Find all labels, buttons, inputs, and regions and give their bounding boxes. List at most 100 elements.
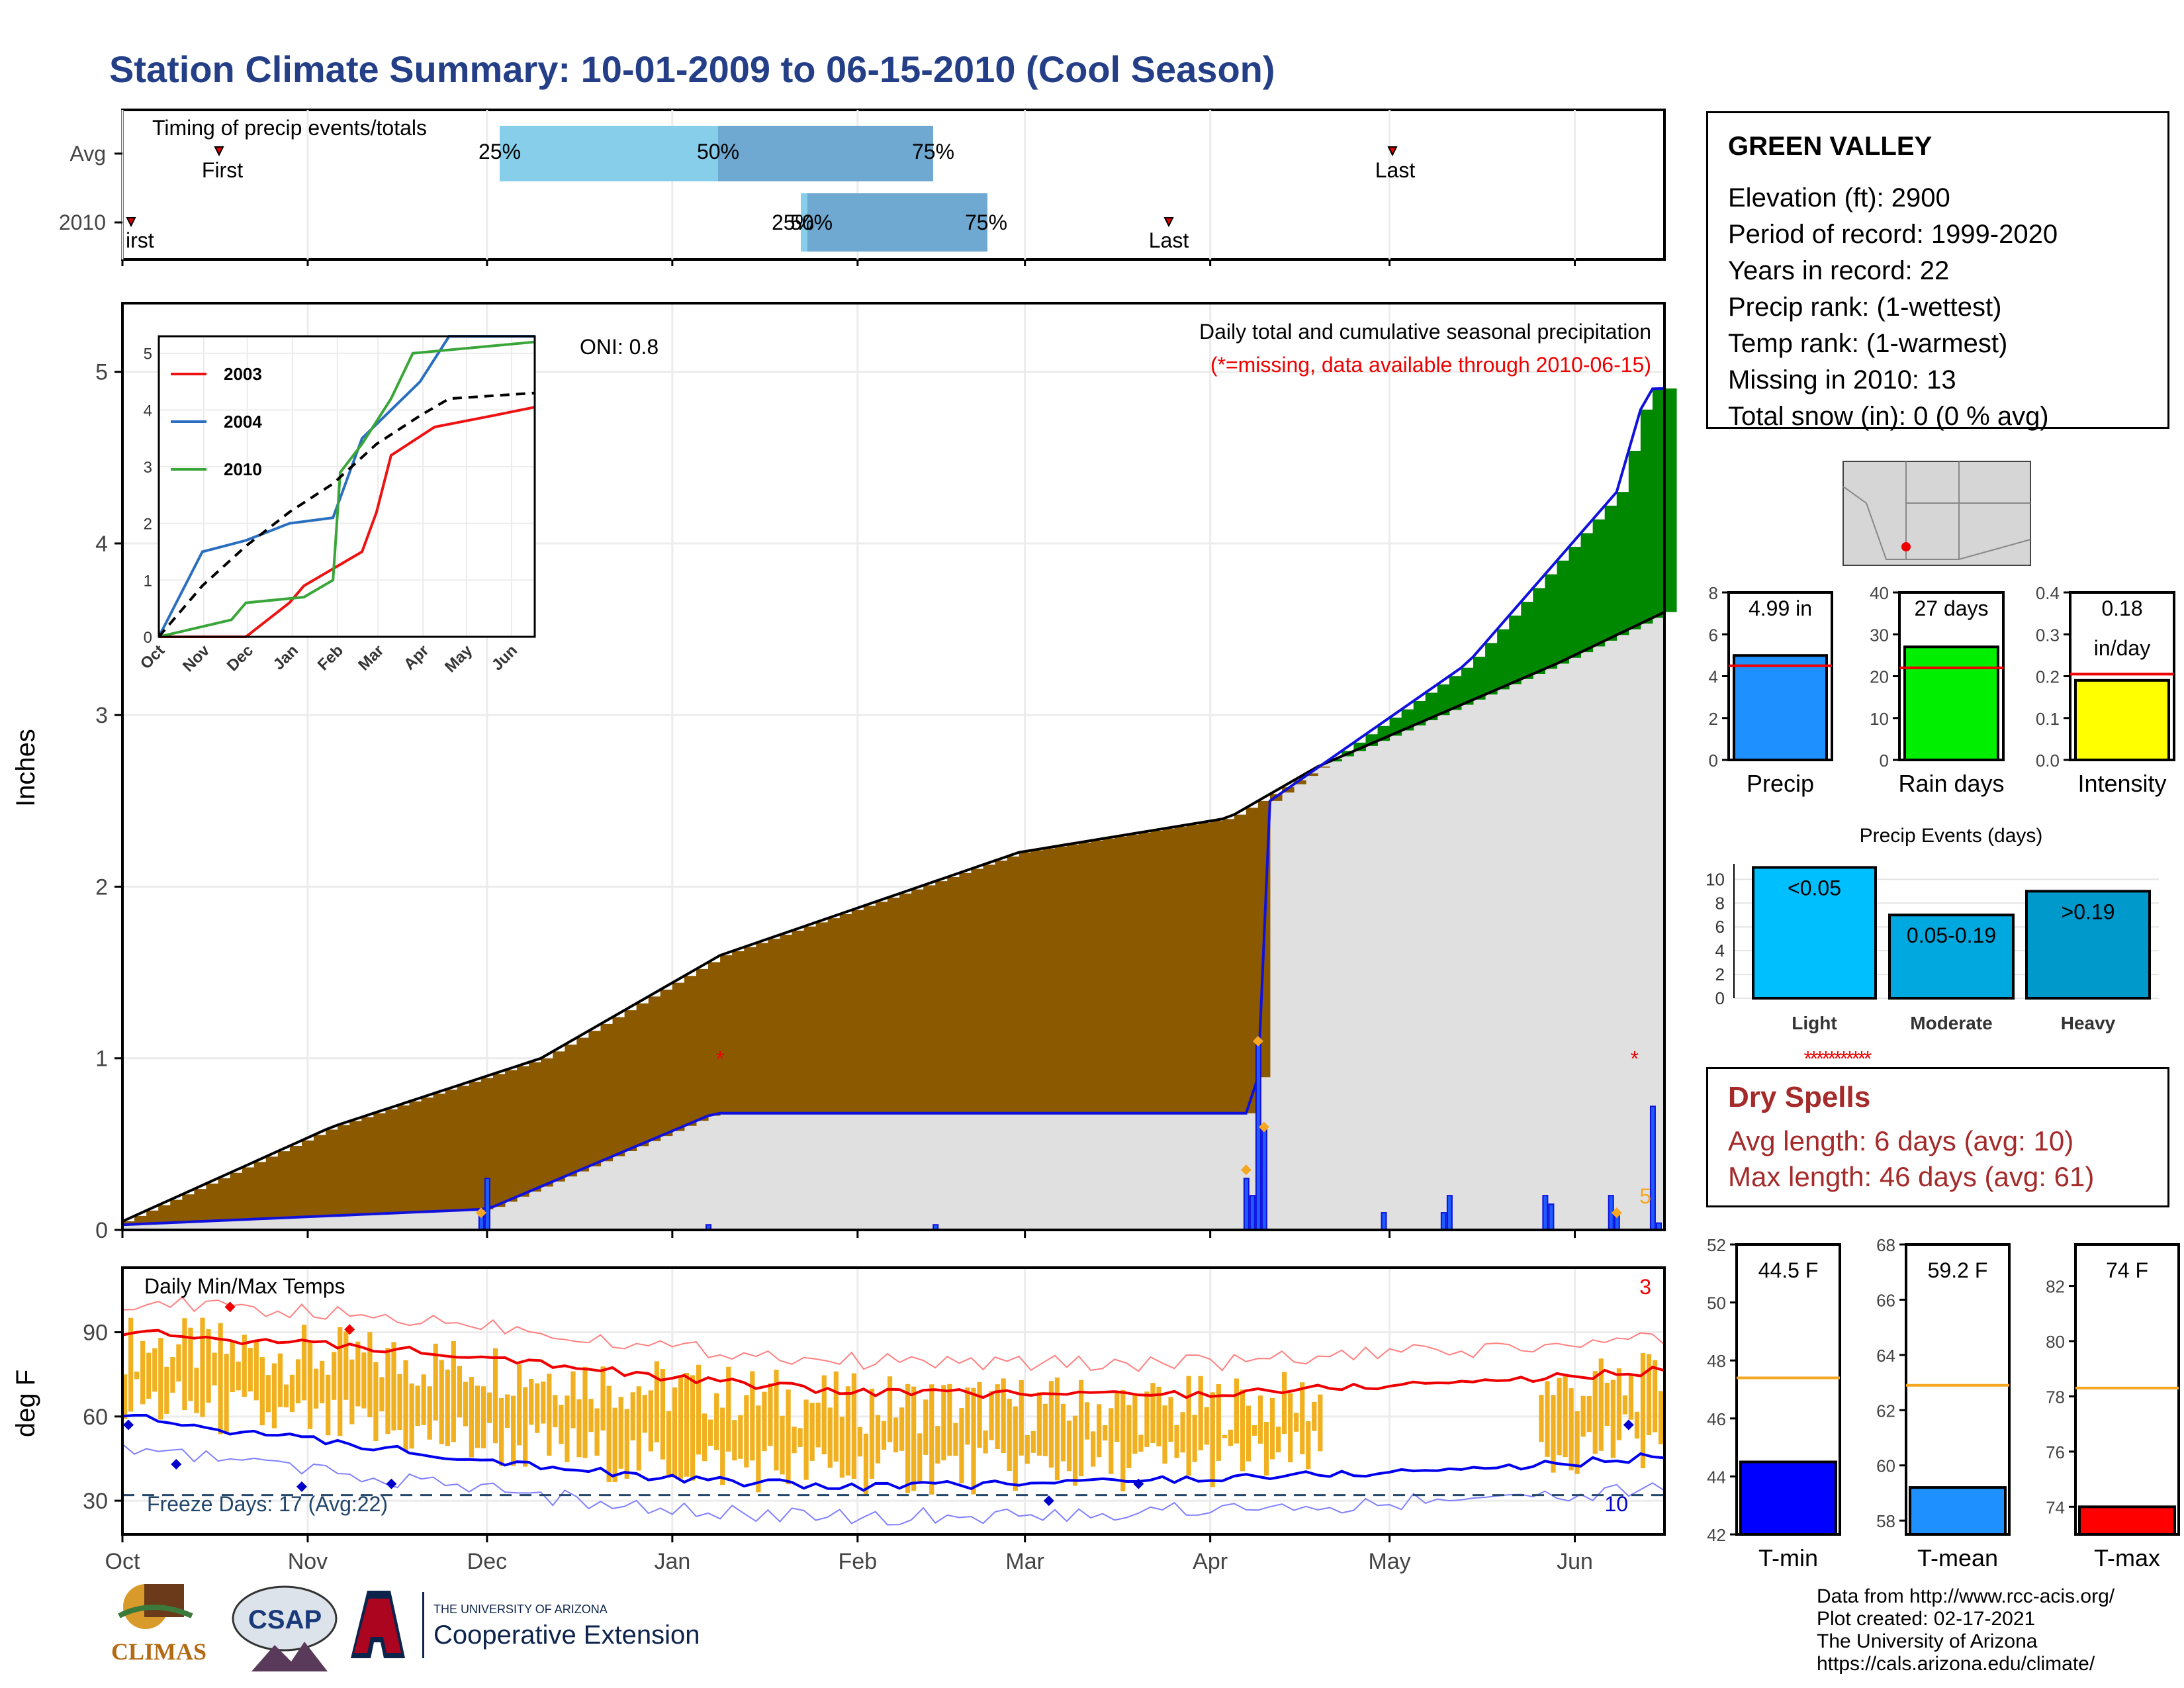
precip-missing-marker: * <box>1810 1047 1818 1071</box>
temps-daily-range-bars <box>122 1317 1664 1495</box>
summary-ytick-label: 10 <box>1870 709 1889 729</box>
precip-events-bar-label: >0.19 <box>2062 900 2115 923</box>
precip-avg-cumulative-line <box>122 610 1665 1223</box>
precip-daily-bar <box>1255 1040 1261 1231</box>
temp-bar-value-label: 59.2 F <box>1928 1258 1988 1282</box>
page-title: Station Climate Summary: 10-01-2009 to 0… <box>109 48 1275 90</box>
timing-avg-first-marker <box>214 146 224 157</box>
summary-value-label-unit: in/day <box>2094 636 2150 660</box>
station-period: Period of record: 1999-2020 <box>1728 220 2058 249</box>
temps-record-low-marker <box>1043 1495 1054 1507</box>
precip-events-bar-label: 0.05-0.19 <box>1907 923 1996 947</box>
ua-small-text: THE UNIVERSITY OF ARIZONA <box>433 1603 608 1616</box>
credit-line: https://cals.arizona.edu/climate/ <box>1817 1653 2095 1675</box>
precip-event-marker <box>1258 1121 1269 1133</box>
precip-event-marker <box>1240 1164 1251 1176</box>
timing-avg-bar-25-50 <box>500 126 718 181</box>
month-tick-label: Oct <box>105 1549 140 1574</box>
inset-series-line <box>159 406 535 638</box>
temps-ytick-label: 30 <box>83 1489 108 1514</box>
temps-frame <box>121 1266 1666 1536</box>
dry-spells-box: Dry Spells Avg length: 6 days (avg: 10) … <box>1706 1067 2169 1207</box>
precip-daily-bar <box>484 1178 490 1231</box>
temp-bar-xlabel: T-max <box>2094 1544 2160 1571</box>
precip-event-marker <box>475 1207 486 1219</box>
month-tick-label: May <box>1368 1549 1410 1574</box>
precip-missing-marker: * <box>1631 1047 1639 1071</box>
inset-avg-line <box>158 391 535 638</box>
summary-ytick-label: 0.1 <box>2036 709 2060 729</box>
summary-ytick-label: 30 <box>1870 625 1889 645</box>
timing-row-label: Avg <box>69 142 106 165</box>
precip-missing-marker: * <box>1822 1047 1830 1071</box>
credits: Data from http://www.rcc-acis.org/ Plot … <box>1817 1585 2115 1675</box>
precip-events-title: Precip Events (days) <box>1860 825 2043 847</box>
temp-bar-frame <box>2074 1243 2180 1536</box>
precip-missing-marker: * <box>1834 1047 1842 1071</box>
credit-line: Data from http://www.rcc-acis.org/ <box>1817 1585 2115 1607</box>
inset-series-line <box>158 335 535 637</box>
dry-spells-title: Dry Spells <box>1728 1081 1871 1113</box>
location-map <box>1843 461 2031 566</box>
month-tick-label: Nov <box>288 1549 328 1574</box>
month-tick-label: Apr <box>1193 1549 1228 1574</box>
summary-ytick-label: 0 <box>1709 751 1718 771</box>
precip-ylabel: Inches <box>11 729 40 807</box>
temps-record-high-marker <box>344 1324 355 1335</box>
precip-missing-marker: * <box>1864 1047 1872 1071</box>
timing-2010-p25: 25% <box>772 211 814 234</box>
precip-events-ytick-label: 10 <box>1706 869 1725 889</box>
precip-event-marker <box>1611 1207 1622 1219</box>
precip-missing-marker: * <box>716 1047 724 1071</box>
map-station-dot <box>1901 542 1911 551</box>
station-elevation: Elevation (ft): 2900 <box>1728 183 1950 212</box>
temp-bar-xlabel: T-min <box>1758 1544 1818 1571</box>
summary-bar <box>1903 645 1999 761</box>
precip-events-ytick-label: 0 <box>1715 988 1725 1008</box>
precip-ytick-label: 5 <box>95 360 108 385</box>
station-info-box: GREEN VALLEY Elevation (ft): 2900 Period… <box>1706 111 2169 431</box>
ua-big-text: Cooperative Extension <box>433 1620 700 1650</box>
csap-logo: CSAP <box>232 1585 338 1671</box>
inset-ytick-label: 0 <box>144 629 152 647</box>
summary-xlabel: Intensity <box>2077 770 2166 797</box>
temp-bar-ytick-label: 42 <box>1707 1525 1726 1545</box>
inset-ytick-label: 4 <box>144 402 152 420</box>
temps-record-low-marker <box>123 1419 134 1430</box>
month-tick-label: Feb <box>839 1549 878 1574</box>
precip-ytick-label: 4 <box>95 532 108 557</box>
temp-bar-frame <box>1905 1243 2011 1536</box>
temps-ytick-label: 90 <box>83 1321 108 1346</box>
precip-events-xlabel: Moderate <box>1910 1013 1992 1033</box>
timing-2010-p50: 50% <box>790 211 833 234</box>
precip-events-ytick-label: 2 <box>1715 964 1725 984</box>
timing-2010-p75: 75% <box>965 211 1007 234</box>
summary-ytick-label: 0.0 <box>2036 751 2060 771</box>
temps-ylabel: deg F <box>11 1370 40 1437</box>
temp-bar-ytick-label: 76 <box>2046 1442 2065 1462</box>
precip-missing-marker: * <box>1804 1047 1812 1071</box>
precip-ytick-label: 3 <box>95 703 108 728</box>
timing-row-label: 2010 <box>59 211 106 234</box>
precip-events-bar <box>1888 914 2015 1000</box>
inset-series-line <box>158 340 535 638</box>
timing-avg-bar-50-75 <box>718 126 933 181</box>
precip-events-bar <box>2025 890 2151 1000</box>
precip-missing-marker: * <box>1852 1047 1860 1071</box>
temp-bar-ytick-label: 52 <box>1707 1235 1726 1255</box>
temps-avg-min-line <box>122 1414 1665 1492</box>
precip-events-chart: Precip Events (days) 0 2 4 6 8 10 <0.05 Light 0.0… <box>1706 825 2159 1033</box>
temps-count-top: 3 <box>1639 1275 1651 1299</box>
precip-daily-bar <box>1548 1203 1555 1231</box>
temp-bar-ytick-label: 64 <box>1876 1346 1895 1366</box>
summary-ytick-label: 6 <box>1709 625 1718 645</box>
summary-bar-charts: 0 2 4 6 8 4.99 in Precip 0 10 20 30 40 27 days Rain d… <box>1709 583 2175 797</box>
precip-missing-marker: * <box>1816 1047 1824 1071</box>
temperature-bar-charts: 42 44 46 48 50 52 44.5 F T-min 58 60 62 64 66 68 59.2 … <box>1707 1235 2180 1571</box>
precip-daily-bar <box>1261 1126 1267 1231</box>
summary-value-label: 4.99 in <box>1749 596 1812 620</box>
temps-avg-max-line <box>122 1329 1665 1399</box>
inset-legend-label: 2004 <box>224 412 262 432</box>
temp-bar-value-label: 74 F <box>2106 1258 2148 1282</box>
